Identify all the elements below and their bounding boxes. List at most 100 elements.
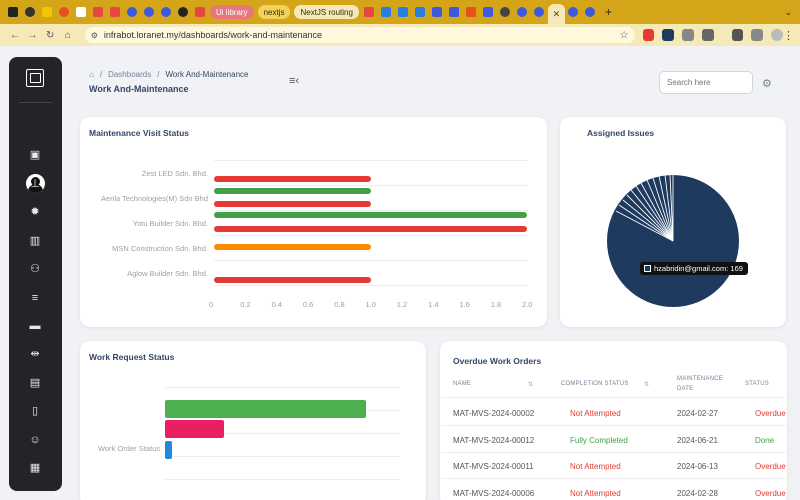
work-order-name[interactable]: MAT-MVS-2024-00011: [453, 462, 534, 471]
close-tab-icon[interactable]: ✕: [552, 8, 561, 19]
work-request-card: [80, 341, 426, 500]
sidebar-panel-icon[interactable]: [751, 29, 764, 41]
home-icon[interactable]: ⌂: [89, 70, 94, 79]
column-header-date[interactable]: DATE: [677, 386, 694, 392]
group-icon[interactable]: ⚇: [30, 263, 40, 275]
browser-tab[interactable]: [395, 3, 412, 21]
tooltip-text: hzabridin@gmail.com: 169: [654, 264, 743, 273]
browser-tab[interactable]: [565, 3, 582, 21]
bookmark-star-icon[interactable]: ☆: [619, 29, 629, 41]
new-tab-icon[interactable]: +: [604, 5, 612, 19]
grid-line: [214, 185, 528, 186]
browser-tab[interactable]: [157, 3, 174, 21]
extensions-puzzle-icon[interactable]: [682, 29, 694, 41]
pie-tooltip: hzabridin@gmail.com: 169: [640, 262, 748, 275]
browser-tab[interactable]: [72, 3, 89, 21]
chart-bar[interactable]: [165, 441, 173, 459]
document-check-icon[interactable]: ▯: [31, 405, 39, 417]
reload-icon[interactable]: ↻: [45, 29, 55, 41]
browser-menu-icon[interactable]: ⋮: [783, 29, 795, 42]
bug-icon[interactable]: ✹: [30, 206, 40, 218]
browser-tab[interactable]: [140, 3, 157, 21]
column-header-completion[interactable]: COMPLETION STATUS: [561, 381, 629, 387]
column-header-maintenance[interactable]: MAINTENANCE: [677, 376, 723, 382]
extension-icon[interactable]: [642, 29, 655, 41]
browser-tab-ui-library[interactable]: Ui library: [210, 5, 254, 19]
status-badge: Overdue: [755, 409, 786, 418]
browser-tab[interactable]: [55, 3, 72, 21]
settings-gear-icon[interactable]: ⚙: [762, 78, 772, 90]
playlist-add-icon[interactable]: ≡: [31, 292, 39, 304]
menu-collapse-icon[interactable]: ≡‹: [289, 75, 300, 87]
browser-tab[interactable]: [191, 3, 208, 21]
breadcrumb-dashboards[interactable]: Dashboards: [108, 70, 152, 79]
app-logo-icon[interactable]: [26, 69, 44, 87]
column-header-status[interactable]: STATUS: [745, 381, 769, 387]
browser-tab[interactable]: [582, 3, 599, 21]
tab-search-icon[interactable]: ⌄: [784, 6, 792, 17]
extension-icon[interactable]: [662, 29, 675, 41]
chart-bar[interactable]: [165, 420, 225, 438]
maintenance-visit-title: Maintenance Visit Status: [89, 128, 189, 138]
sidebar-divider: [19, 102, 52, 103]
user-avatar[interactable]: [26, 174, 45, 193]
browser-tab[interactable]: [446, 3, 463, 21]
browser-tab[interactable]: [123, 3, 140, 21]
browser-tab-active[interactable]: ✕: [547, 4, 565, 24]
browser-tab-bar: Ui library nextjs NextJS routing ✕ + ⌄: [0, 0, 800, 24]
signpost-icon[interactable]: ⇹: [30, 348, 40, 360]
chart-bar[interactable]: [214, 277, 371, 283]
browser-tab[interactable]: [412, 3, 429, 21]
work-order-name[interactable]: MAT-MVS-2024-00006: [453, 489, 535, 498]
site-info-icon[interactable]: ⚙: [90, 30, 98, 40]
home-icon[interactable]: ⌂: [64, 29, 71, 41]
person-settings-icon[interactable]: ☺: [29, 434, 41, 446]
map-icon[interactable]: ▥: [29, 235, 41, 247]
browser-tab[interactable]: [514, 3, 531, 21]
browser-tab[interactable]: [497, 3, 514, 21]
browser-tab[interactable]: [174, 3, 191, 21]
extension-icon[interactable]: [701, 29, 714, 41]
category-label: Aerila Technologies(M) Sdn Bhd: [100, 194, 208, 203]
checklist-icon[interactable]: ▣: [29, 149, 41, 161]
browser-tab[interactable]: [4, 3, 21, 21]
chart-bar[interactable]: [214, 212, 527, 218]
work-order-name[interactable]: MAT-MVS-2024-00002: [453, 409, 535, 418]
chart-bar[interactable]: [214, 244, 371, 250]
forward-icon[interactable]: →: [27, 29, 38, 41]
page-title: Work And-Maintenance: [89, 84, 189, 94]
download-icon[interactable]: [731, 29, 744, 41]
overdue-orders-title: Overdue Work Orders: [453, 356, 542, 366]
sort-icon[interactable]: ⇅: [528, 382, 534, 388]
browser-tab-nextjs-routing[interactable]: NextJS routing: [294, 5, 359, 19]
maintenance-date: 2024-02-28: [677, 489, 718, 498]
chart-bar[interactable]: [214, 188, 371, 194]
browser-tab[interactable]: [480, 3, 497, 21]
search-input[interactable]: [659, 71, 753, 94]
sort-icon[interactable]: ⇅: [644, 382, 650, 388]
browser-tab[interactable]: [89, 3, 106, 21]
stamp-icon[interactable]: ⊥: [30, 178, 40, 190]
browser-tab[interactable]: [378, 3, 395, 21]
chart-bar[interactable]: [165, 400, 366, 418]
browser-tab[interactable]: [531, 3, 548, 21]
chart-bar[interactable]: [214, 201, 371, 207]
browser-tab[interactable]: [106, 3, 123, 21]
chart-bar[interactable]: [214, 176, 371, 182]
browser-tab[interactable]: [429, 3, 446, 21]
browser-tab[interactable]: [38, 3, 55, 21]
profile-avatar-icon[interactable]: [771, 29, 784, 41]
browser-tab[interactable]: [361, 3, 378, 21]
browser-tab[interactable]: [21, 3, 38, 21]
browser-tab[interactable]: [463, 3, 480, 21]
contact-card-icon[interactable]: ▤: [29, 377, 41, 389]
url-field[interactable]: ⚙ infrabot.loranet.my/dashboards/work-an…: [84, 27, 635, 43]
back-icon[interactable]: ←: [9, 29, 20, 41]
column-header-name[interactable]: NAME: [453, 381, 472, 387]
completion-status: Fully Completed: [570, 436, 628, 445]
work-order-name[interactable]: MAT-MVS-2024-00012: [453, 436, 535, 445]
browser-tab-nextjs[interactable]: nextjs: [257, 5, 291, 19]
router-icon[interactable]: ▬: [29, 320, 41, 332]
chart-bar[interactable]: [214, 226, 527, 232]
calendar-icon[interactable]: ▦: [29, 462, 41, 474]
